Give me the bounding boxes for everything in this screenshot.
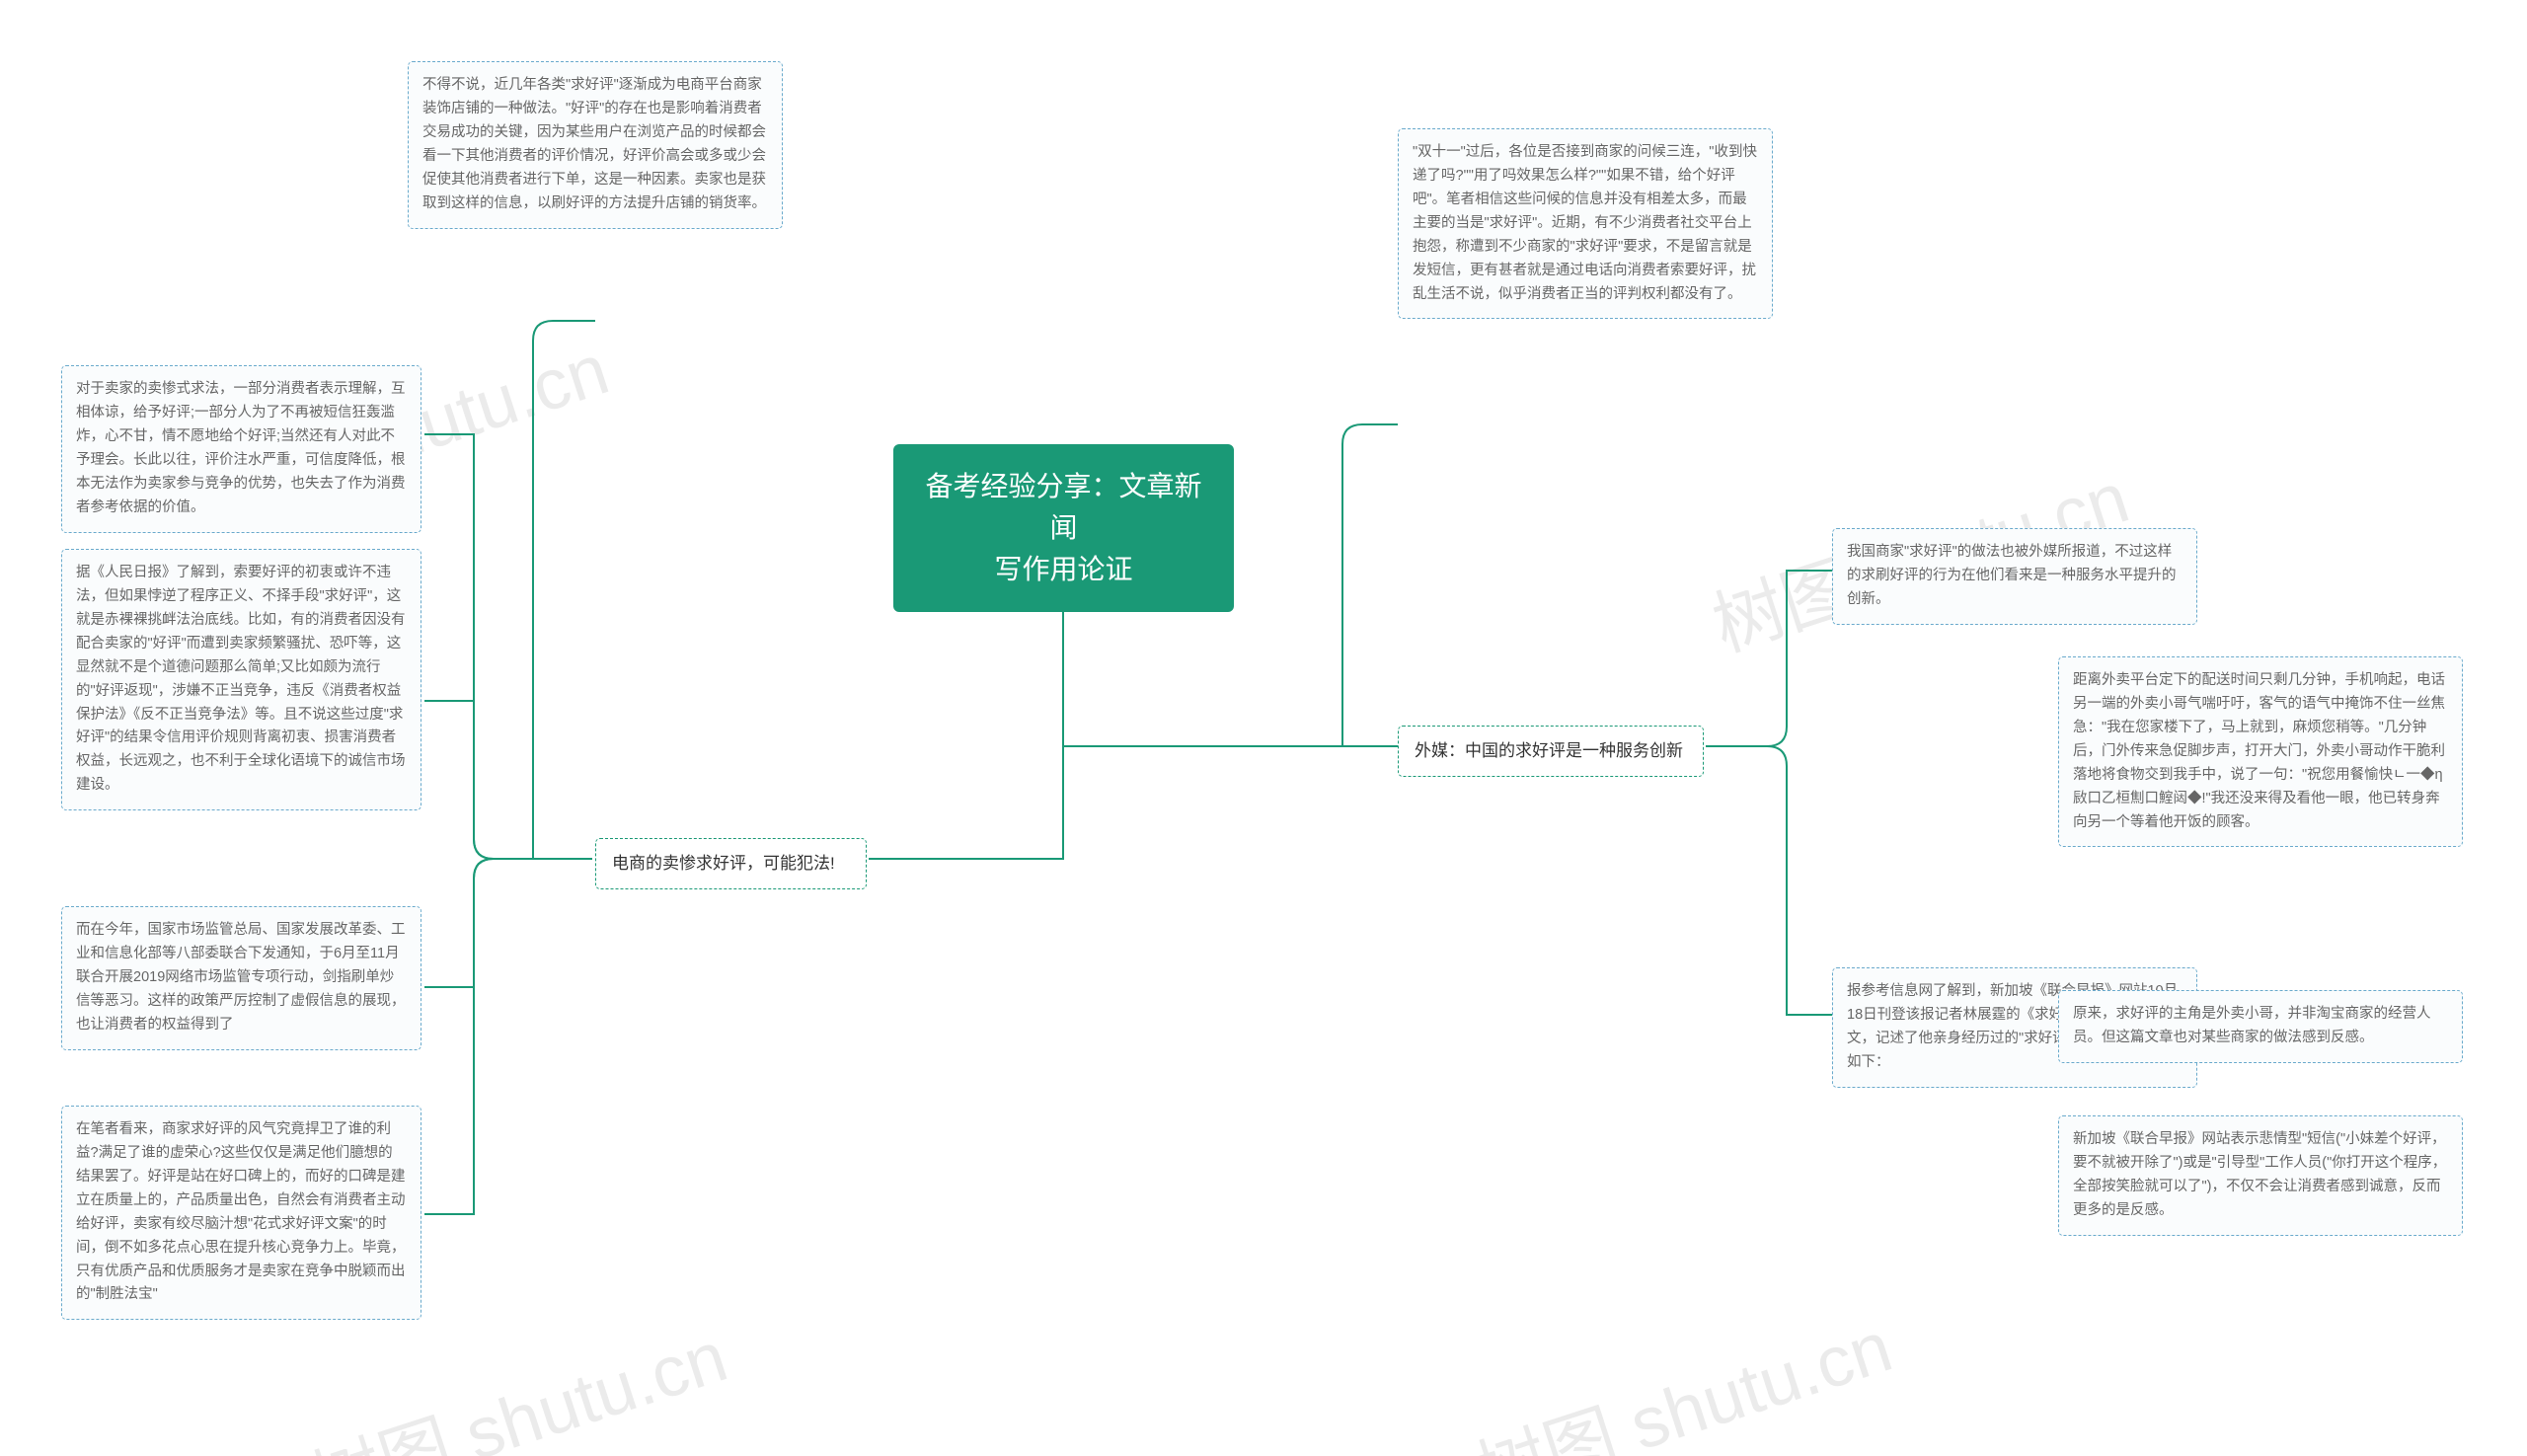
left-leaf-0: 对于卖家的卖惨式求法，一部分消费者表示理解，互相体谅，给予好评;一部分人为了不再… (61, 365, 421, 533)
left-leaf-2: 而在今年，国家市场监管总局、国家发展改革委、工业和信息化部等八部委联合下发通知，… (61, 906, 421, 1050)
watermark: 树图 shutu.cn (1461, 1288, 1902, 1456)
right-leaf-0: 我国商家"求好评"的做法也被外媒所报道，不过这样的求刷好评的行为在他们看来是一种… (1832, 528, 2197, 625)
right-sub-node: 外媒：中国的求好评是一种服务创新 (1398, 726, 1704, 777)
right-leaf-4: 新加坡《联合早报》网站表示悲情型"短信("小妹差个好评，要不就被开除了")或是"… (2058, 1115, 2463, 1236)
left-note-above: 不得不说，近几年各类"求好评"逐渐成为电商平台商家装饰店铺的一种做法。"好评"的… (408, 61, 783, 229)
left-leaf-1: 据《人民日报》了解到，索要好评的初衷或许不违法，但如果悖逆了程序正义、不择手段"… (61, 549, 421, 810)
watermark: 树图 shutu.cn (296, 1298, 737, 1456)
right-leaf-1: 距离外卖平台定下的配送时间只剩几分钟，手机响起，电话另一端的外卖小哥气喘吁吁，客… (2058, 656, 2463, 847)
right-leaf-3: 原来，求好评的主角是外卖小哥，并非淘宝商家的经营人员。但这篇文章也对某些商家的做… (2058, 990, 2463, 1063)
root-node: 备考经验分享：文章新闻 写作用论证 (893, 444, 1234, 612)
left-sub-node: 电商的卖惨求好评，可能犯法! (595, 838, 867, 889)
left-leaf-3: 在笔者看来，商家求好评的风气究竟捍卫了谁的利益?满足了谁的虚荣心?这些仅仅是满足… (61, 1106, 421, 1320)
right-note-above: "双十一"过后，各位是否接到商家的问候三连，"收到快递了吗?""用了吗效果怎么样… (1398, 128, 1773, 319)
